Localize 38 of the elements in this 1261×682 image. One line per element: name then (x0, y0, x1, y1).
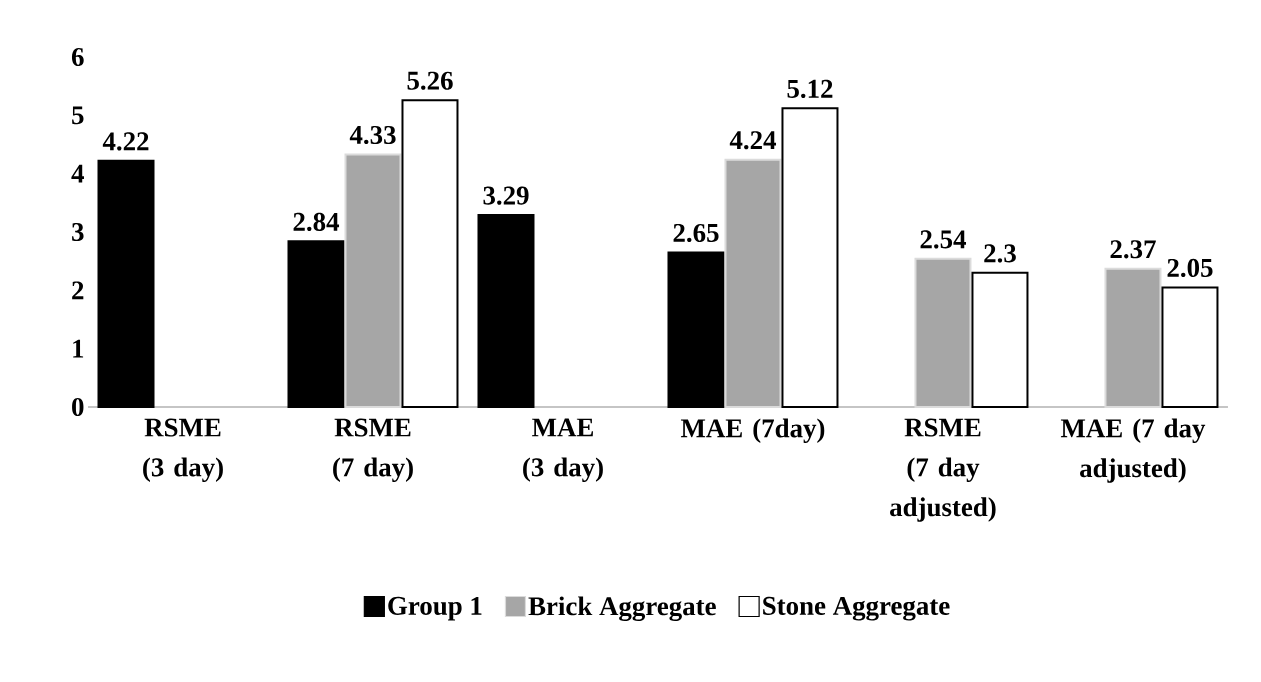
y-tick-label: 0 (72, 397, 84, 417)
data-label: 2.05 (1167, 258, 1213, 278)
x-tick-label: RSME (7 day) (333, 418, 413, 482)
bar (971, 271, 1029, 408)
y-tick-label: 4 (71, 164, 84, 183)
bar (287, 240, 345, 408)
y-tick-label: 1 (73, 339, 84, 358)
data-label: 2.65 (673, 223, 719, 243)
data-label: 2.3 (984, 244, 1016, 263)
y-tick-label: 6 (71, 47, 84, 67)
y-tick-label: 5 (72, 106, 84, 125)
y-tick-label: 3 (72, 222, 84, 242)
data-label: 4.24 (729, 131, 777, 150)
bar (1161, 286, 1219, 408)
data-label: 5.12 (787, 79, 833, 99)
bar (344, 153, 402, 408)
bar (724, 158, 782, 408)
y-tick-label: 2 (72, 281, 84, 300)
data-label: 4.33 (349, 125, 396, 145)
x-tick-label: RSME (7 day adjusted) (890, 418, 996, 522)
legend-label: Group 1 (388, 596, 482, 621)
bar (667, 251, 725, 408)
x-tick-label: MAE (3 day) (523, 418, 603, 482)
x-tick-label: MAE (7 day adjusted) (1060, 418, 1206, 483)
bar (401, 99, 459, 408)
data-label: 5.26 (407, 71, 453, 90)
bar (477, 214, 535, 408)
bar (97, 159, 155, 408)
data-label: 4.22 (102, 132, 149, 151)
x-tick-label: MAE (7day) (680, 418, 825, 443)
data-label: 2.37 (1110, 240, 1156, 259)
data-label: 2.54 (920, 230, 967, 249)
legend-label: Brick Aggregate (528, 596, 716, 622)
data-label: 2.84 (293, 212, 340, 232)
data-label: 3.29 (483, 186, 529, 205)
legend-label: Stone Aggregate (763, 596, 950, 621)
x-tick-label: RSME (3 day) (143, 418, 223, 482)
bar (781, 107, 839, 408)
